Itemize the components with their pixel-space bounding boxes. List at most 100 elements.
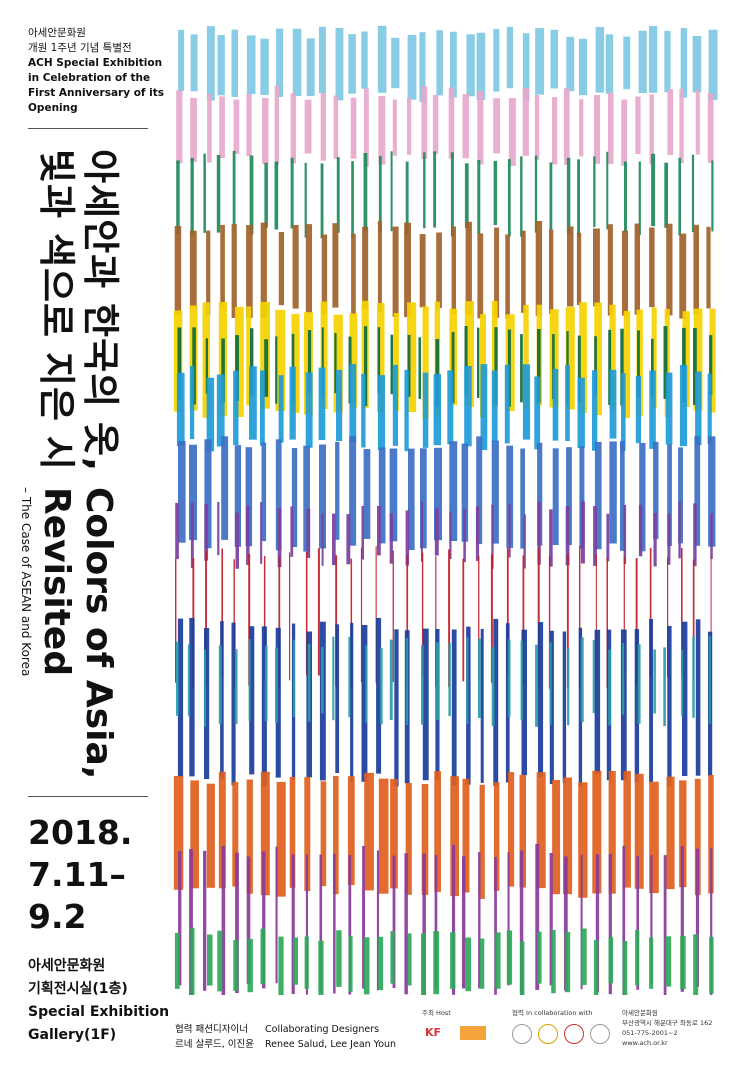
stripe — [692, 36, 702, 93]
stripe — [448, 642, 451, 716]
stripe — [666, 776, 675, 890]
stripe — [405, 510, 410, 566]
stripe — [276, 781, 286, 897]
stripe — [478, 555, 480, 679]
stripe — [362, 226, 369, 310]
stripe — [562, 631, 567, 783]
stripe — [667, 444, 672, 546]
stripe — [664, 162, 668, 228]
stripe — [303, 445, 310, 552]
stripe — [563, 88, 570, 165]
stripe — [678, 447, 683, 544]
stripe — [462, 778, 470, 893]
collab-logo — [564, 1024, 584, 1044]
stripe — [350, 97, 357, 159]
stripe — [508, 159, 511, 237]
stripe — [433, 374, 441, 446]
stripe — [249, 366, 257, 440]
stripe — [407, 334, 411, 397]
stripe — [594, 302, 602, 416]
stripe — [390, 779, 398, 889]
stripe — [479, 938, 485, 989]
stripe — [537, 931, 542, 984]
stripe — [435, 339, 440, 407]
stripe — [336, 157, 340, 233]
stripe — [663, 647, 666, 727]
dates: 2018. 7.11– 9.2 — [28, 812, 132, 938]
stripe — [651, 338, 654, 399]
stripe — [189, 849, 193, 995]
stripe — [639, 442, 646, 552]
stripe — [235, 852, 239, 993]
stripe — [566, 447, 572, 546]
stripe — [593, 506, 597, 566]
stripe — [335, 624, 340, 773]
stripe — [567, 226, 574, 307]
stripe — [335, 555, 338, 687]
stripe — [247, 938, 253, 993]
stripe — [549, 229, 554, 314]
stripe — [448, 549, 451, 688]
stripe — [189, 230, 197, 309]
stripe — [392, 226, 399, 317]
stripe — [537, 548, 540, 689]
stripe — [392, 99, 397, 156]
stripe — [350, 622, 354, 783]
stripe — [505, 623, 510, 783]
stripe — [594, 336, 597, 395]
stripe — [332, 636, 335, 721]
stripe — [577, 335, 581, 402]
stripe — [522, 555, 525, 684]
stripe — [389, 639, 393, 721]
stripe — [447, 370, 454, 445]
stripe — [178, 29, 185, 91]
stripe — [608, 329, 612, 405]
stripe — [204, 504, 209, 561]
stripe — [634, 223, 640, 315]
stripe — [567, 648, 570, 726]
stripe — [462, 558, 465, 682]
stripe — [420, 448, 427, 549]
stripe — [579, 545, 581, 688]
stripe — [389, 513, 393, 564]
stripe — [307, 330, 312, 394]
contact: 아세안문화원 부산광역시 해운대구 좌동로 162 051-775-2001~2… — [622, 1008, 712, 1048]
stripe — [233, 370, 239, 445]
stripe — [709, 936, 714, 994]
stripe — [290, 506, 294, 557]
stripe — [377, 303, 385, 412]
stripe — [579, 38, 588, 96]
stripe — [451, 629, 457, 786]
stripe — [278, 936, 284, 995]
stripe — [638, 30, 647, 93]
stripe — [622, 941, 628, 995]
event-en: First Anniversary of its — [28, 87, 165, 99]
stripe — [653, 649, 656, 714]
stripe — [305, 372, 313, 448]
stripe — [622, 845, 626, 995]
stripe — [623, 505, 627, 565]
stripe — [508, 772, 515, 887]
stripe — [377, 327, 381, 394]
stripe — [592, 370, 598, 451]
stripe — [480, 628, 484, 783]
stripe — [649, 370, 656, 449]
stripe — [363, 449, 371, 539]
stripe — [608, 92, 614, 164]
stripe — [678, 157, 681, 236]
stripe — [392, 550, 394, 683]
stripe — [263, 556, 266, 683]
stripe — [667, 557, 669, 677]
stripe — [449, 511, 452, 559]
stripe — [231, 224, 237, 318]
stripe — [637, 330, 640, 398]
stripe — [477, 233, 484, 319]
date-line: 2018. — [28, 813, 133, 852]
stripe — [552, 334, 555, 400]
stripe — [261, 442, 267, 542]
venue-line: Gallery(1F) — [28, 1027, 117, 1043]
stripe — [693, 503, 697, 567]
stripe — [692, 636, 695, 718]
stripe — [389, 448, 398, 542]
stripe — [606, 557, 608, 688]
